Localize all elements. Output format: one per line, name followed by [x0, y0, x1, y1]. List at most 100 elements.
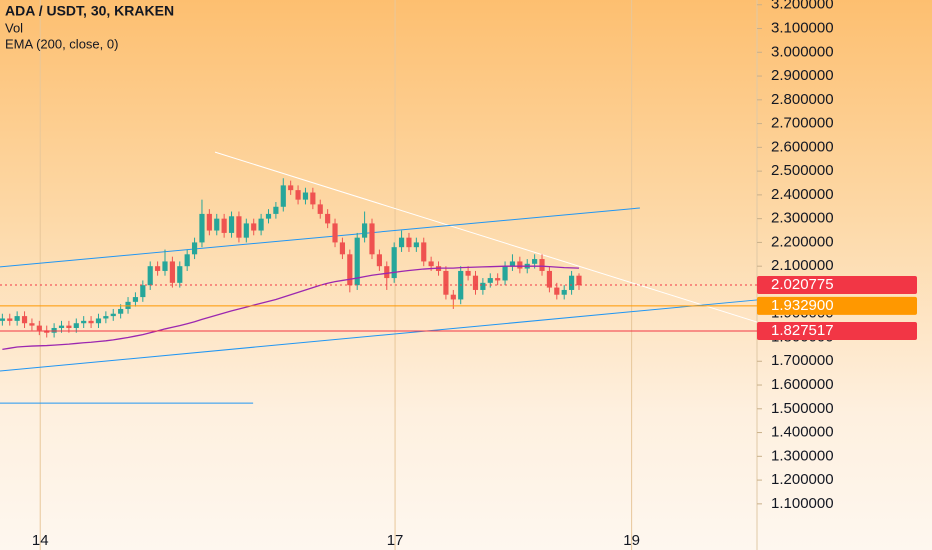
y-tick-label: 2.500000 [771, 162, 834, 179]
price-label-box [757, 321, 917, 340]
candle-body [29, 323, 35, 326]
candle-body [95, 318, 102, 324]
y-tick-label: 2.900000 [771, 67, 834, 84]
candle-body [21, 316, 28, 324]
candle-body [162, 261, 168, 271]
candle-body [532, 259, 538, 264]
trend-line [0, 299, 758, 372]
price-label-box [757, 276, 917, 295]
candle-body [14, 316, 20, 321]
y-tick-label: 2.600000 [771, 138, 834, 155]
candle-body [384, 266, 390, 279]
candle-body [0, 318, 5, 321]
candle-body [243, 223, 249, 238]
candle-body [44, 330, 50, 333]
candle-body [155, 266, 161, 271]
candle-body [191, 242, 198, 255]
candle-body [517, 261, 523, 269]
candle-body [177, 266, 183, 283]
candle-body [487, 278, 493, 283]
y-tick-label: 2.100000 [771, 257, 834, 274]
candle-body [58, 325, 65, 328]
ema-line [2, 265, 580, 351]
candle-body [413, 242, 419, 248]
candle-body [398, 237, 405, 248]
y-tick-label: 3.100000 [771, 19, 834, 36]
candle-body [280, 185, 286, 207]
y-tick-label: 1.100000 [771, 495, 834, 512]
candle-body [317, 204, 323, 214]
candle-body [421, 242, 427, 262]
subtitle: Vol [5, 20, 23, 35]
candle-body [110, 313, 116, 317]
candle-body [199, 213, 205, 243]
candle-body [539, 259, 545, 271]
y-tick-label: 1.500000 [771, 400, 834, 417]
candle-body [288, 185, 294, 191]
candle-body [576, 275, 582, 286]
price-label: 1.932900 [771, 297, 834, 314]
labels: 1.100000 1.200000 1.300000 1.400000 1.500000… [32, 0, 917, 549]
candle-body [332, 223, 338, 243]
candle-body [362, 223, 368, 238]
candle-body [140, 285, 146, 298]
x-tick-label: 14 [32, 532, 49, 549]
marks [0, 151, 758, 404]
trend-line [0, 207, 640, 268]
candle-body [561, 289, 567, 295]
candle-body [228, 216, 235, 233]
candle-body [73, 323, 79, 328]
candle-body [206, 213, 212, 231]
x-tick-label: 17 [387, 532, 404, 549]
candle-body [184, 254, 190, 267]
y-tick-label: 3.200000 [771, 0, 834, 13]
candle-body [103, 316, 109, 319]
candle-body [214, 218, 220, 231]
y-tick-label: 2.700000 [771, 115, 834, 132]
y-tick-label: 3.000000 [771, 43, 834, 60]
candle-body [88, 320, 94, 324]
candle-body [118, 308, 124, 314]
candle-body [310, 192, 316, 205]
candle-body [354, 237, 360, 286]
candle-body [273, 206, 279, 214]
price-label-box [757, 296, 917, 315]
candle-body [236, 216, 242, 238]
candle-body [169, 261, 175, 283]
y-tick-label: 2.400000 [771, 186, 834, 203]
candle-body [265, 213, 272, 219]
y-tick-label: 1.300000 [771, 447, 834, 464]
candle-body [465, 270, 471, 276]
candle-body [443, 270, 449, 295]
candle-body [509, 261, 516, 267]
y-tick-label: 1.700000 [771, 352, 834, 369]
candle-body [132, 297, 139, 302]
candle-body [369, 223, 375, 255]
candle-body [495, 278, 501, 281]
candle-body [376, 254, 382, 267]
y-tick-label: 2.300000 [771, 210, 834, 227]
candle-body [302, 192, 309, 200]
candle-body [480, 282, 486, 290]
candle-body [347, 254, 353, 286]
price-label: 1.827517 [771, 322, 834, 339]
y-tick-label: 2.800000 [771, 91, 834, 108]
y-tick-label: 1.400000 [771, 424, 834, 441]
price-label: 2.020775 [771, 276, 834, 293]
candle-body [339, 242, 346, 255]
candle-body [7, 318, 13, 321]
candle-body [391, 247, 397, 279]
candle-body [51, 327, 57, 333]
y-tick-label: 1.600000 [771, 376, 834, 393]
candle-body [295, 190, 301, 200]
candle-body [221, 218, 227, 233]
candle-body [450, 294, 456, 300]
candle-body [569, 275, 575, 290]
candle-body [406, 237, 412, 248]
candle-body [66, 325, 72, 328]
candle-body [258, 218, 264, 231]
y-tick-label: 2.200000 [771, 233, 834, 250]
candle-body [502, 266, 508, 281]
